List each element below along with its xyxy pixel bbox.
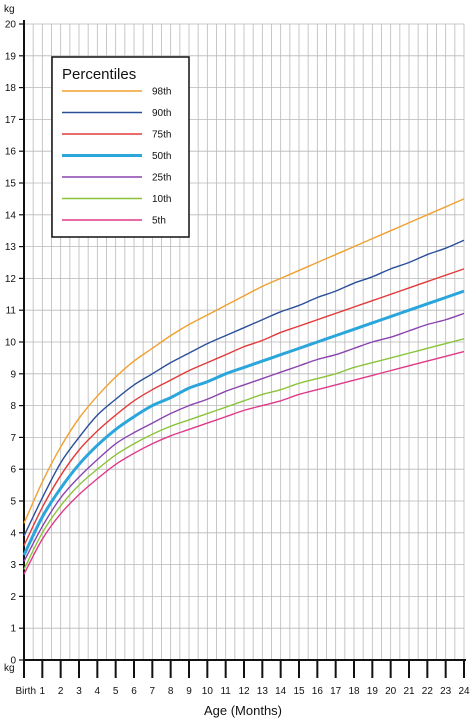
legend-label-75th: 75th	[152, 130, 171, 141]
x-tick-label: 24	[458, 686, 470, 697]
x-tick-label: 2	[58, 686, 64, 697]
x-tick-label: 19	[367, 686, 379, 697]
x-tick-label: 18	[348, 686, 360, 697]
legend-label-50th: 50th	[152, 151, 171, 162]
y-unit-bottom: kg	[4, 663, 15, 674]
x-tick-label: 17	[330, 686, 342, 697]
y-tick-label: 0	[10, 656, 16, 667]
x-tick-label: 22	[422, 686, 434, 697]
x-tick-label: 12	[238, 686, 250, 697]
series-line-75th	[23, 268, 465, 546]
x-tick-label: 11	[220, 686, 231, 697]
x-tick-label: 13	[257, 686, 269, 697]
x-tick-label: 5	[113, 686, 119, 697]
legend-label-25th: 25th	[152, 173, 171, 184]
x-tick-label: 14	[275, 686, 287, 697]
y-tick-label: 19	[5, 51, 17, 62]
x-tick-label: 1	[40, 686, 46, 697]
percentile-lines	[22, 198, 465, 575]
y-tick-label: 6	[10, 465, 16, 476]
y-tick-label: 12	[5, 274, 17, 285]
x-tick-label: 23	[440, 686, 452, 697]
legend-label-10th: 10th	[152, 194, 171, 205]
x-tick-label: 21	[403, 686, 415, 697]
legend-title: Percentiles	[62, 66, 136, 83]
y-tick-label: 15	[5, 179, 17, 190]
y-tick-label: 3	[10, 560, 16, 571]
legend-label-5th: 5th	[152, 216, 166, 227]
x-axis-label: Age (Months)	[204, 703, 282, 718]
y-tick-label: 13	[5, 242, 17, 253]
legend-box	[51, 56, 190, 238]
y-tick-label: 16	[5, 147, 17, 158]
series-line-25th	[23, 312, 465, 562]
y-tick-label: 20	[5, 20, 17, 31]
y-tick-label: 9	[10, 369, 16, 380]
x-axis-ticks: Birth 1 2 3 4 5 6 7 8 9 10 11 12 13 14 15 16 17 18 19 20 21 22…	[15, 660, 470, 697]
x-tick-label: 9	[186, 686, 192, 697]
x-tick-label: 8	[168, 686, 174, 697]
x-tick-label: 3	[76, 686, 82, 697]
legend: Percentiles 98th 90th 75th 50th 25th 10th 5th	[51, 56, 190, 238]
y-tick-label: 5	[10, 497, 16, 508]
x-tick-label: Birth	[15, 686, 36, 697]
series-line-50th	[22, 289, 465, 556]
x-tick-label: 10	[202, 686, 214, 697]
y-tick-label: 10	[5, 338, 17, 349]
series-line-98th	[23, 198, 465, 524]
series-line-10th	[23, 338, 465, 570]
series-line-90th	[23, 239, 465, 537]
y-tick-label: 4	[10, 528, 16, 539]
legend-label-90th: 90th	[152, 108, 171, 119]
y-unit-top: kg	[4, 4, 15, 15]
y-tick-label: 14	[5, 210, 17, 221]
x-tick-label: 4	[95, 686, 101, 697]
x-tick-label: 20	[385, 686, 397, 697]
y-tick-label: 11	[6, 306, 17, 317]
y-tick-label: 8	[10, 401, 16, 412]
x-tick-label: 16	[312, 686, 324, 697]
y-tick-label: 7	[10, 433, 16, 444]
x-tick-label: 6	[131, 686, 137, 697]
y-tick-label: 1	[10, 624, 16, 635]
series-line-5th	[23, 350, 465, 575]
y-tick-label: 2	[10, 592, 16, 603]
x-tick-label: 15	[293, 686, 305, 697]
legend-label-98th: 98th	[152, 87, 171, 98]
y-tick-label: 17	[5, 115, 17, 126]
y-tick-label: 18	[5, 83, 17, 94]
legend-items: 98th 90th 75th 50th 25th 10th 5th	[62, 87, 171, 227]
x-tick-label: 7	[150, 686, 156, 697]
